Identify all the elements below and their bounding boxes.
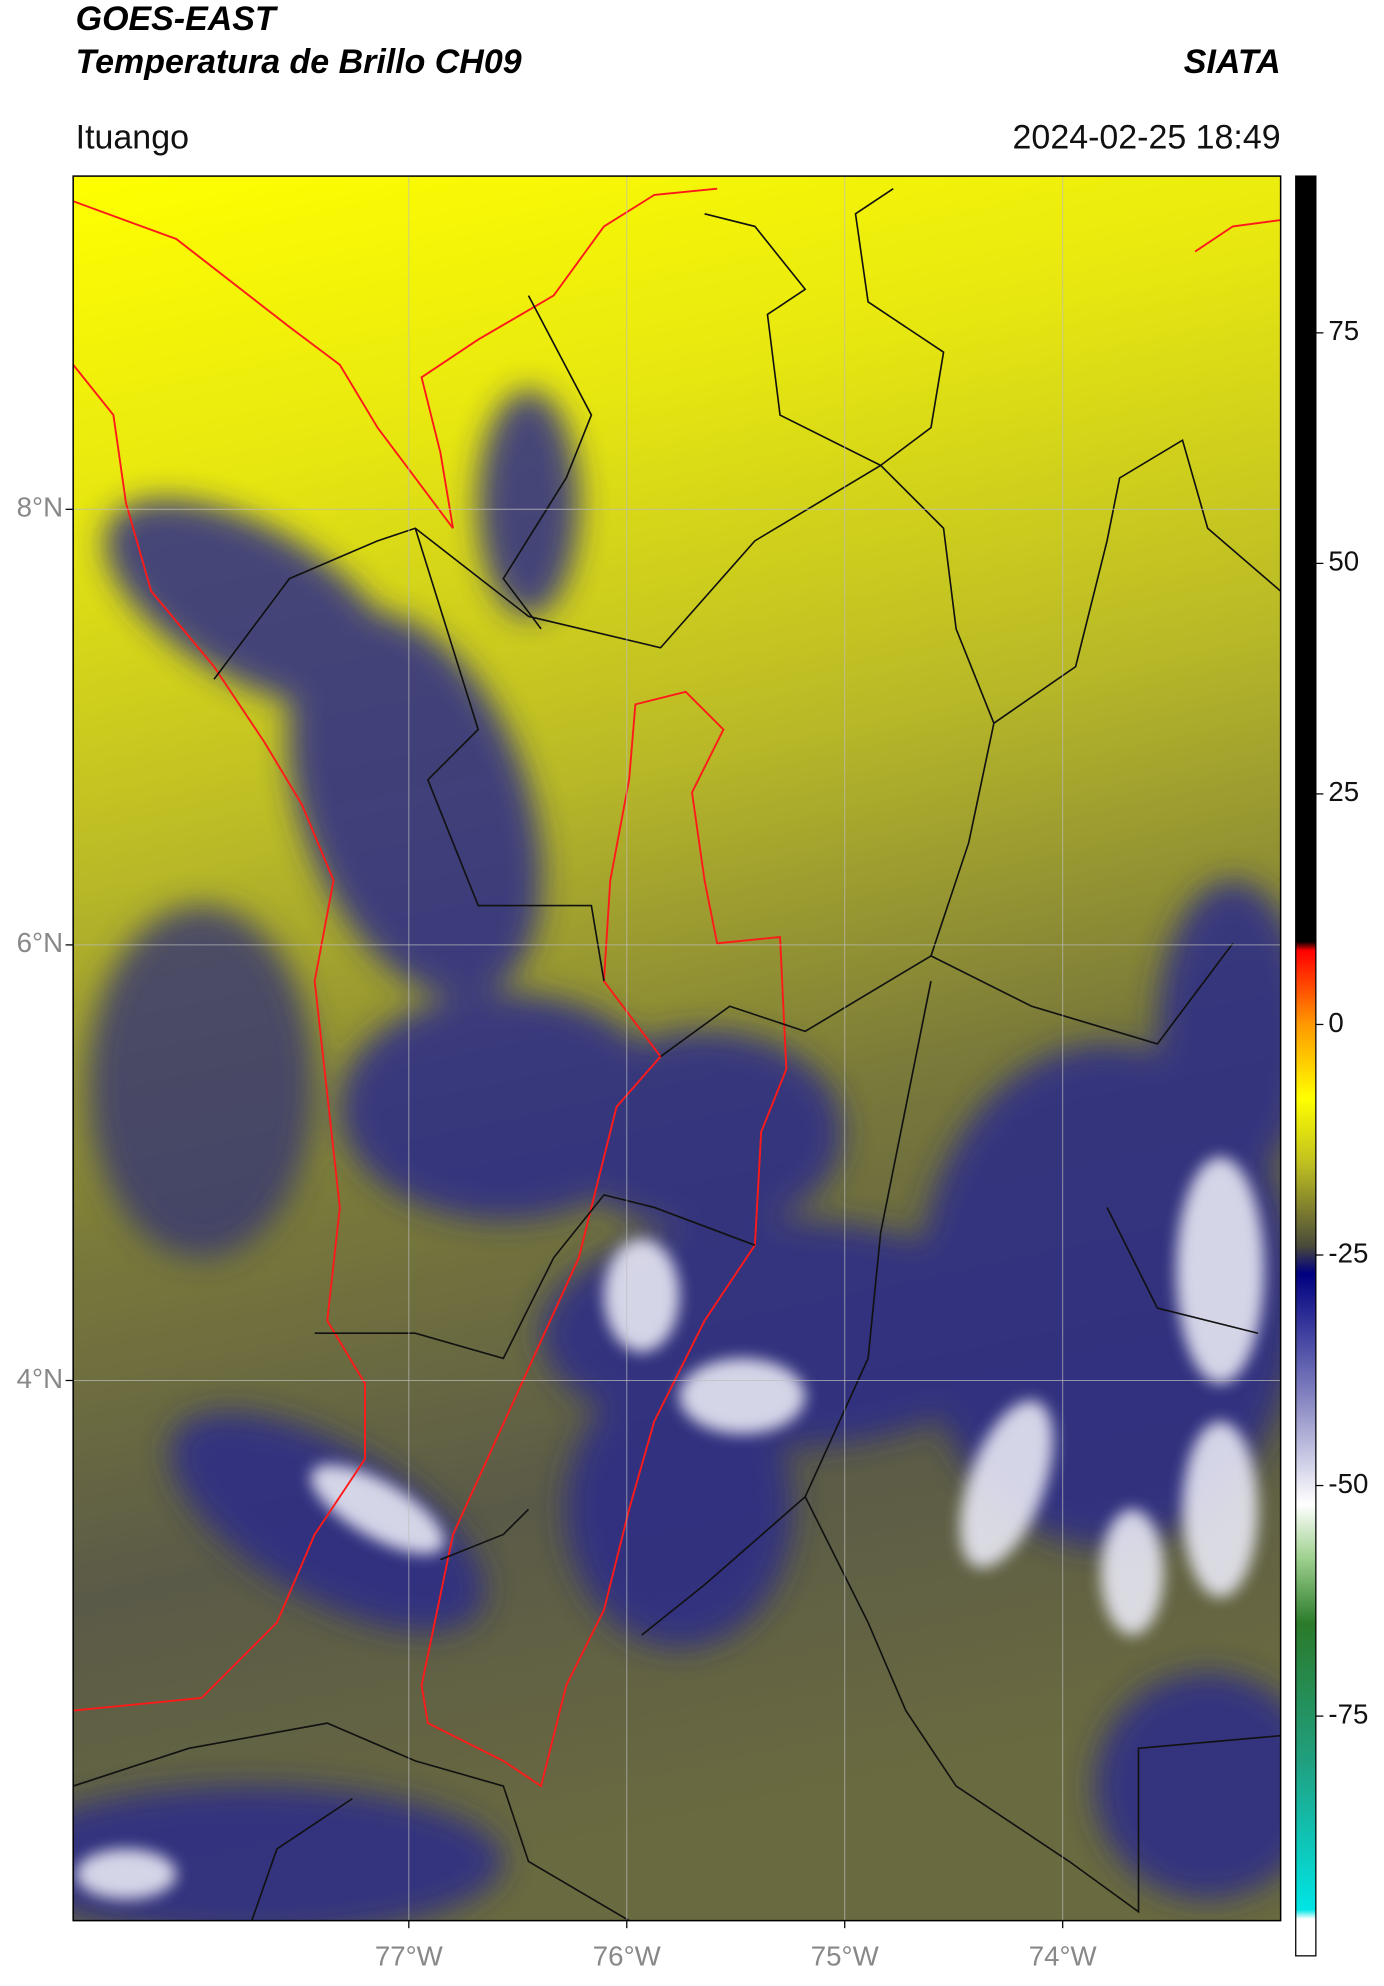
title: GOES-EAST [76, 0, 279, 38]
grid [73, 176, 1281, 1921]
x-tick-label: 76°W [593, 1941, 662, 1972]
map-frame [72, 175, 1282, 1922]
source: SIATA [1184, 43, 1281, 81]
y-tick-label: 4°N [17, 1363, 63, 1394]
colorbar-tick-label: 50 [1328, 546, 1359, 577]
colorbar-tick-label: -75 [1328, 1698, 1368, 1729]
colorbar-tick-label: 25 [1328, 776, 1359, 807]
y-tick-label: 6°N [17, 927, 63, 958]
colorbar-tick-label: -50 [1328, 1468, 1368, 1499]
x-tick-label: 77°W [375, 1941, 444, 1972]
colorbar-tick-label: 0 [1328, 1007, 1343, 1038]
colorbar [1295, 175, 1317, 1957]
subtitle: Temperatura de Brillo CH09 [76, 43, 522, 81]
datetime: 2024-02-25 18:49 [1013, 118, 1281, 156]
region: Ituango [76, 118, 189, 156]
map-image [73, 176, 1281, 1921]
x-tick-label: 75°W [811, 1941, 880, 1972]
x-tick-label: 74°W [1029, 1941, 1098, 1972]
colorbar-tick-label: 75 [1328, 315, 1359, 346]
colorbar-tick-label: -25 [1328, 1237, 1368, 1268]
y-tick-label: 8°N [17, 492, 63, 523]
